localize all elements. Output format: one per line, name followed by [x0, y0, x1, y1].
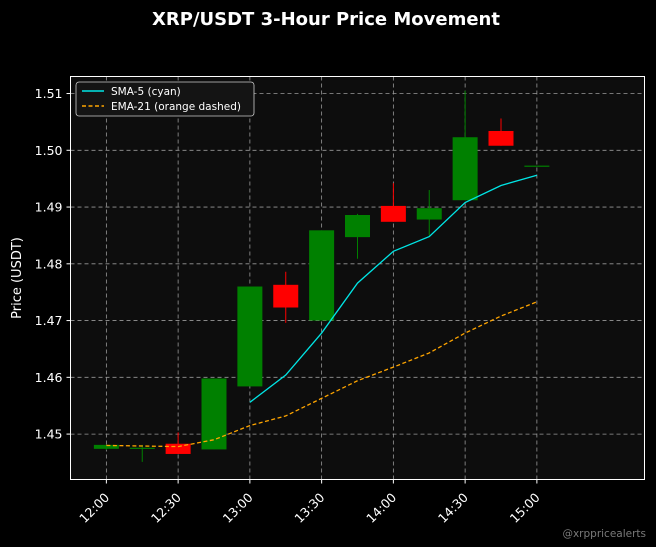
ema-line: [106, 301, 538, 448]
candle-body: [93, 444, 119, 449]
candle-body: [416, 208, 442, 220]
grid: [70, 76, 645, 480]
candles: [93, 90, 550, 462]
legend-sma-label: SMA-5 (cyan): [111, 86, 181, 98]
y-tick-label: 1.50: [35, 143, 63, 158]
sma-line: [249, 174, 538, 403]
candle-body: [165, 443, 191, 454]
candle-body: [524, 165, 550, 167]
candle-body: [488, 130, 514, 146]
y-tick-label: 1.51: [35, 86, 63, 101]
legend-ema-label: EMA-21 (orange dashed): [111, 101, 241, 113]
candle-body: [380, 205, 406, 222]
candle-body: [129, 447, 155, 449]
y-tick-label: 1.45: [35, 427, 63, 442]
candle-body: [273, 284, 299, 308]
candle-body: [201, 378, 227, 450]
y-tick-label: 1.48: [35, 256, 63, 271]
legend-box: [75, 81, 255, 117]
y-axis-label: Price (USDT): [10, 237, 25, 319]
plot-frame: [70, 76, 645, 480]
legend: SMA-5 (cyan) EMA-21 (orange dashed): [75, 81, 255, 117]
y-tick-label: 1.46: [35, 370, 63, 385]
plot-area: [70, 76, 645, 480]
y-tick-label: 1.47: [35, 313, 63, 328]
candle-body: [345, 214, 370, 238]
candle-body: [452, 137, 478, 201]
candle-body: [237, 286, 263, 387]
candle-body: [309, 230, 335, 321]
indicator-lines: [106, 174, 538, 448]
y-axis: 1.45 1.46 1.47 1.48 1.49 1.50 1.51: [35, 86, 71, 442]
y-tick-label: 1.49: [35, 200, 63, 215]
chart-title: XRP/USDT 3-Hour Price Movement: [152, 9, 500, 30]
watermark: @xrppricealerts: [562, 528, 646, 540]
